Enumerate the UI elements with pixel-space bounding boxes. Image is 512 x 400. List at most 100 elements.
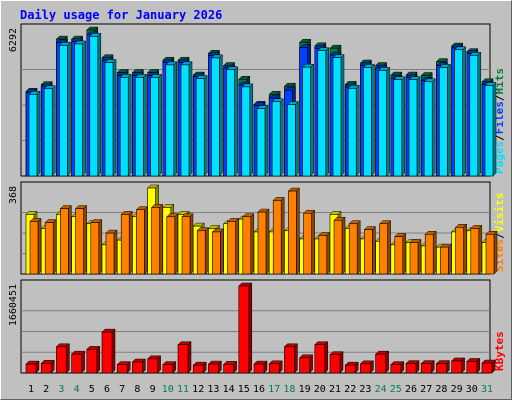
- bar-pages-8: [134, 73, 148, 177]
- x-tick-label: 11: [177, 384, 189, 395]
- bar-kbytes-13: [207, 360, 223, 374]
- bar-kbytes-12: [192, 361, 207, 374]
- bar-sites-17: [272, 196, 285, 275]
- bar-kbytes-1: [25, 360, 40, 374]
- bar-sites-8: [135, 206, 149, 275]
- x-tick-label: 28: [435, 384, 447, 395]
- bar-kbytes-8: [131, 358, 147, 374]
- bar-kbytes-4: [70, 350, 86, 374]
- bar-sites-10: [166, 213, 179, 275]
- x-tick-label: 31: [481, 384, 493, 395]
- bar-sites-30: [470, 224, 483, 275]
- bar-pages-3: [58, 41, 72, 177]
- bar-pages-18: [286, 100, 300, 177]
- x-tick-label: 30: [466, 384, 478, 395]
- bar-pages-13: [210, 54, 224, 177]
- bar-kbytes-27: [420, 359, 435, 374]
- bar-pages-6: [104, 58, 117, 177]
- bar-pages-20: [317, 47, 330, 177]
- x-tick-label: 14: [223, 384, 235, 395]
- bar-sites-11: [181, 213, 194, 275]
- x-tick-label: 6: [104, 384, 110, 395]
- bar-pages-14: [225, 66, 239, 177]
- chart-title: Daily usage for January 2026: [20, 8, 222, 22]
- x-tick-label: 4: [74, 384, 80, 395]
- bar-pages-7: [119, 73, 132, 177]
- bar-kbytes-3: [55, 343, 71, 374]
- x-tick-label: 8: [134, 384, 140, 395]
- bar-pages-9: [149, 73, 163, 177]
- x-tick-label: 5: [89, 384, 95, 395]
- x-tick-label: 29: [451, 384, 463, 395]
- bar-sites-4: [74, 204, 88, 275]
- bar-sites-12: [196, 227, 209, 275]
- bar-kbytes-30: [466, 357, 481, 374]
- bar-pages-30: [469, 51, 482, 177]
- bar-sites-13: [211, 228, 225, 275]
- bar-kbytes-23: [359, 360, 375, 374]
- bar-kbytes-16: [253, 360, 268, 374]
- bar-kbytes-5: [86, 345, 101, 374]
- x-tick-label: 16: [253, 384, 265, 395]
- y-max-label: 1660451: [8, 284, 19, 326]
- bar-sites-18: [287, 187, 301, 275]
- bar-pages-28: [438, 63, 452, 177]
- bar-pages-24: [377, 66, 391, 177]
- x-tick-label: 10: [162, 384, 174, 395]
- bar-sites-27: [424, 230, 437, 275]
- bar-sites-1: [29, 217, 42, 275]
- bar-pages-11: [180, 61, 193, 177]
- bar-kbytes-15: [238, 282, 253, 374]
- bar-kbytes-21: [329, 351, 344, 374]
- x-tick-label: 17: [268, 384, 280, 395]
- x-tick-label: 15: [238, 384, 250, 395]
- bar-sites-20: [318, 231, 331, 275]
- x-tick-label: 18: [283, 384, 295, 395]
- bar-pages-22: [347, 84, 360, 177]
- x-tick-label: 27: [420, 384, 432, 395]
- bar-sites-24: [378, 220, 392, 275]
- bar-pages-1: [28, 90, 41, 177]
- bar-pages-2: [43, 85, 56, 177]
- bar-kbytes-6: [101, 328, 116, 374]
- bar-pages-10: [165, 61, 178, 177]
- bar-sites-15: [242, 213, 255, 275]
- x-tick-label: 2: [43, 384, 49, 395]
- bar-kbytes-18: [283, 343, 299, 374]
- x-tick-label: 21: [329, 384, 341, 395]
- x-tick-label: 13: [207, 384, 219, 395]
- bar-kbytes-19: [298, 354, 314, 374]
- x-tick-label: 22: [344, 384, 356, 395]
- bar-sites-6: [105, 229, 118, 275]
- bar-kbytes-7: [116, 361, 131, 374]
- bar-kbytes-9: [146, 355, 162, 374]
- bar-sites-28: [439, 243, 453, 275]
- bar-sites-9: [150, 203, 164, 275]
- bar-sites-16: [257, 208, 270, 275]
- x-tick-label: 3: [58, 384, 64, 395]
- x-tick-label: 20: [314, 384, 326, 395]
- bar-sites-3: [59, 204, 73, 275]
- bar-pages-25: [393, 76, 406, 177]
- bar-sites-25: [394, 233, 407, 275]
- bar-kbytes-26: [405, 359, 420, 374]
- x-tick-label: 9: [150, 384, 156, 395]
- x-tick-label: 25: [390, 384, 402, 395]
- bar-pages-4: [73, 40, 87, 177]
- bar-kbytes-17: [268, 360, 283, 374]
- bar-sites-22: [348, 220, 361, 275]
- bar-kbytes-10: [162, 361, 177, 374]
- bar-pages-29: [453, 46, 467, 177]
- x-tick-label: 19: [299, 384, 311, 395]
- y-max-label: 368: [8, 186, 19, 204]
- bar-pages-27: [423, 78, 436, 177]
- legend-kbytes: KBytes: [493, 331, 506, 371]
- y-max-label: 6292: [8, 28, 19, 52]
- bar-pages-31: [484, 81, 497, 177]
- legend-visits: Visits: [493, 193, 506, 233]
- bar-pages-5: [89, 32, 102, 177]
- bar-kbytes-25: [390, 361, 405, 374]
- bar-pages-15: [241, 83, 254, 177]
- x-tick-label: 12: [192, 384, 204, 395]
